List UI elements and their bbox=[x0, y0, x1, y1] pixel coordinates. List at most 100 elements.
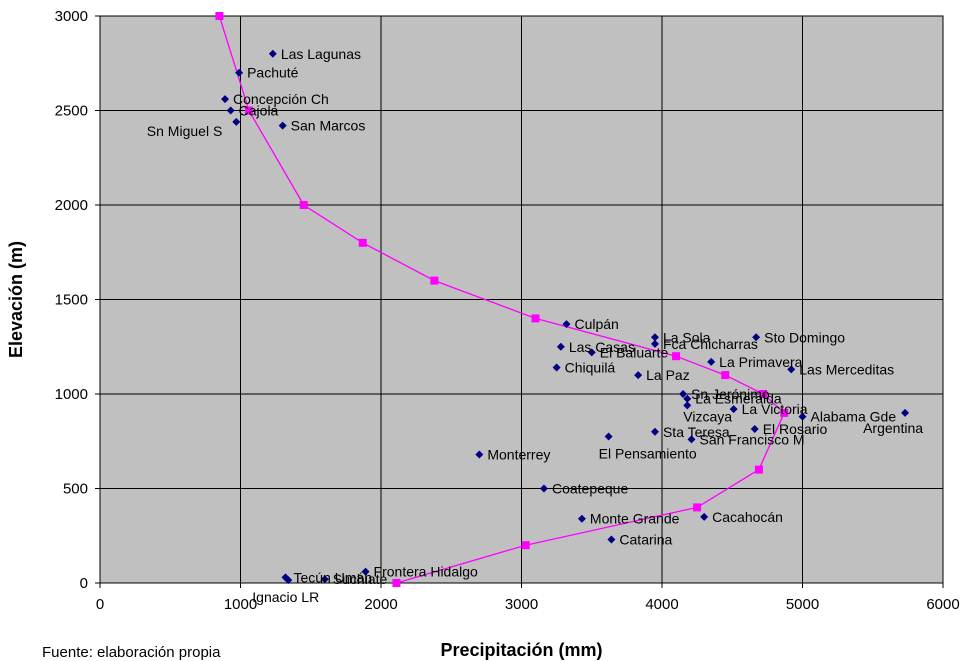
fitted-curve bbox=[215, 12, 789, 587]
station-point bbox=[539, 484, 548, 493]
y-tick-label: 0 bbox=[80, 575, 88, 592]
station-label: Las Merceditas bbox=[799, 361, 894, 377]
station-point bbox=[634, 371, 643, 380]
station-point bbox=[687, 435, 696, 444]
station-label: Frontera Hidalgo bbox=[374, 564, 478, 580]
gridlines bbox=[100, 16, 943, 583]
station-label: Pachuté bbox=[247, 65, 299, 81]
y-tick-label: 1500 bbox=[55, 292, 88, 309]
station-point bbox=[552, 363, 561, 372]
station-label: San Marcos bbox=[291, 118, 366, 134]
station-label: Monterrey bbox=[487, 446, 550, 462]
station-point bbox=[700, 512, 709, 521]
station-label: La Sola bbox=[663, 329, 711, 345]
station-point bbox=[268, 49, 277, 58]
station-point bbox=[226, 106, 235, 115]
station-point bbox=[284, 576, 293, 585]
y-tick-label: 3000 bbox=[55, 8, 88, 25]
station-point bbox=[752, 333, 761, 342]
station-label: Monte Grande bbox=[590, 511, 680, 527]
x-tick-label: 2000 bbox=[364, 596, 397, 613]
station-point bbox=[587, 348, 596, 357]
station-point bbox=[475, 450, 484, 459]
source-footnote: Fuente: elaboración propia bbox=[42, 644, 221, 661]
station-point bbox=[577, 514, 586, 523]
station-label: El Rosario bbox=[763, 421, 828, 437]
y-tick-label: 500 bbox=[63, 481, 88, 498]
station-label: Chiquilá bbox=[565, 360, 616, 376]
curve-marker bbox=[215, 12, 224, 20]
station-point bbox=[798, 412, 807, 421]
x-tick-label: 4000 bbox=[645, 596, 678, 613]
station-label: Fca Chicharras bbox=[663, 336, 758, 352]
station-point bbox=[235, 68, 244, 77]
station-label: Sn Miguel S bbox=[147, 123, 222, 139]
tick-labels: 0 1000 2000 3000 4000 5000 6000 0 500 1000 1500 200… bbox=[55, 8, 960, 613]
y-tick-label: 1000 bbox=[55, 386, 88, 403]
station-label: San Francisco M bbox=[700, 431, 805, 447]
station-label: Las Lagunas bbox=[281, 46, 361, 62]
station-label: Ignacio LR bbox=[252, 589, 319, 605]
station-point bbox=[679, 390, 688, 398]
plot-border bbox=[99, 15, 944, 584]
station-label: La Primavera bbox=[719, 354, 802, 370]
station-point bbox=[650, 333, 659, 342]
x-tick-label: 6000 bbox=[926, 596, 959, 613]
station-points bbox=[221, 49, 910, 585]
station-point bbox=[607, 535, 616, 544]
curve-marker bbox=[430, 276, 439, 285]
station-label: El Pensamiento bbox=[599, 446, 697, 462]
curve-marker bbox=[754, 465, 763, 474]
station-label: La Paz bbox=[646, 367, 690, 383]
station-point bbox=[707, 357, 716, 366]
station-label: Alabama Gde bbox=[811, 409, 897, 425]
station-point bbox=[787, 365, 796, 374]
station-point bbox=[556, 342, 565, 351]
station-label: El Baluarte bbox=[600, 344, 669, 360]
station-label: Suchiate bbox=[333, 571, 388, 587]
station-label: La Esmeralda bbox=[695, 391, 782, 407]
station-label: Sn Jerónimo bbox=[691, 386, 770, 402]
station-label: Argentina bbox=[863, 420, 923, 436]
axes bbox=[95, 15, 944, 588]
station-point bbox=[901, 408, 910, 417]
curve-marker bbox=[693, 503, 702, 512]
station-label: La Victoria bbox=[742, 401, 808, 417]
x-tick-label: 0 bbox=[96, 596, 104, 613]
station-point bbox=[729, 405, 738, 414]
curve-marker bbox=[780, 408, 789, 417]
station-label: Vizcaya bbox=[683, 408, 732, 424]
curve-marker bbox=[521, 541, 530, 550]
curve-marker bbox=[244, 106, 253, 115]
station-label: Coatepeque bbox=[552, 481, 629, 497]
station-point bbox=[604, 432, 613, 441]
station-point bbox=[320, 575, 329, 584]
station-point bbox=[221, 95, 230, 104]
station-label: Catarina bbox=[619, 532, 672, 548]
curve-marker bbox=[721, 371, 730, 380]
station-label: Cajola bbox=[239, 103, 279, 119]
x-axis-title: Precipitación (mm) bbox=[440, 640, 602, 660]
station-point bbox=[683, 401, 692, 410]
station-label: Cacahocán bbox=[712, 509, 783, 525]
curve-marker bbox=[672, 352, 681, 361]
station-point bbox=[232, 117, 241, 126]
station-point bbox=[278, 121, 287, 130]
station-point bbox=[750, 424, 759, 433]
station-point bbox=[650, 339, 659, 348]
station-point bbox=[562, 320, 571, 329]
station-label: Las Casas bbox=[569, 339, 635, 355]
y-tick-label: 2500 bbox=[55, 103, 88, 120]
station-label: Sta Teresa bbox=[663, 424, 730, 440]
y-tick-label: 2000 bbox=[55, 197, 88, 214]
station-point bbox=[361, 567, 370, 576]
station-label: Culpán bbox=[574, 316, 618, 332]
station-label: Sto Domingo bbox=[764, 329, 845, 345]
curve-marker bbox=[759, 390, 768, 398]
curve-marker bbox=[392, 579, 401, 587]
y-axis-title: Elevación (m) bbox=[6, 241, 26, 358]
station-label: Concepción Ch bbox=[233, 91, 329, 107]
x-tick-label: 3000 bbox=[505, 596, 538, 613]
x-tick-label: 1000 bbox=[224, 596, 257, 613]
